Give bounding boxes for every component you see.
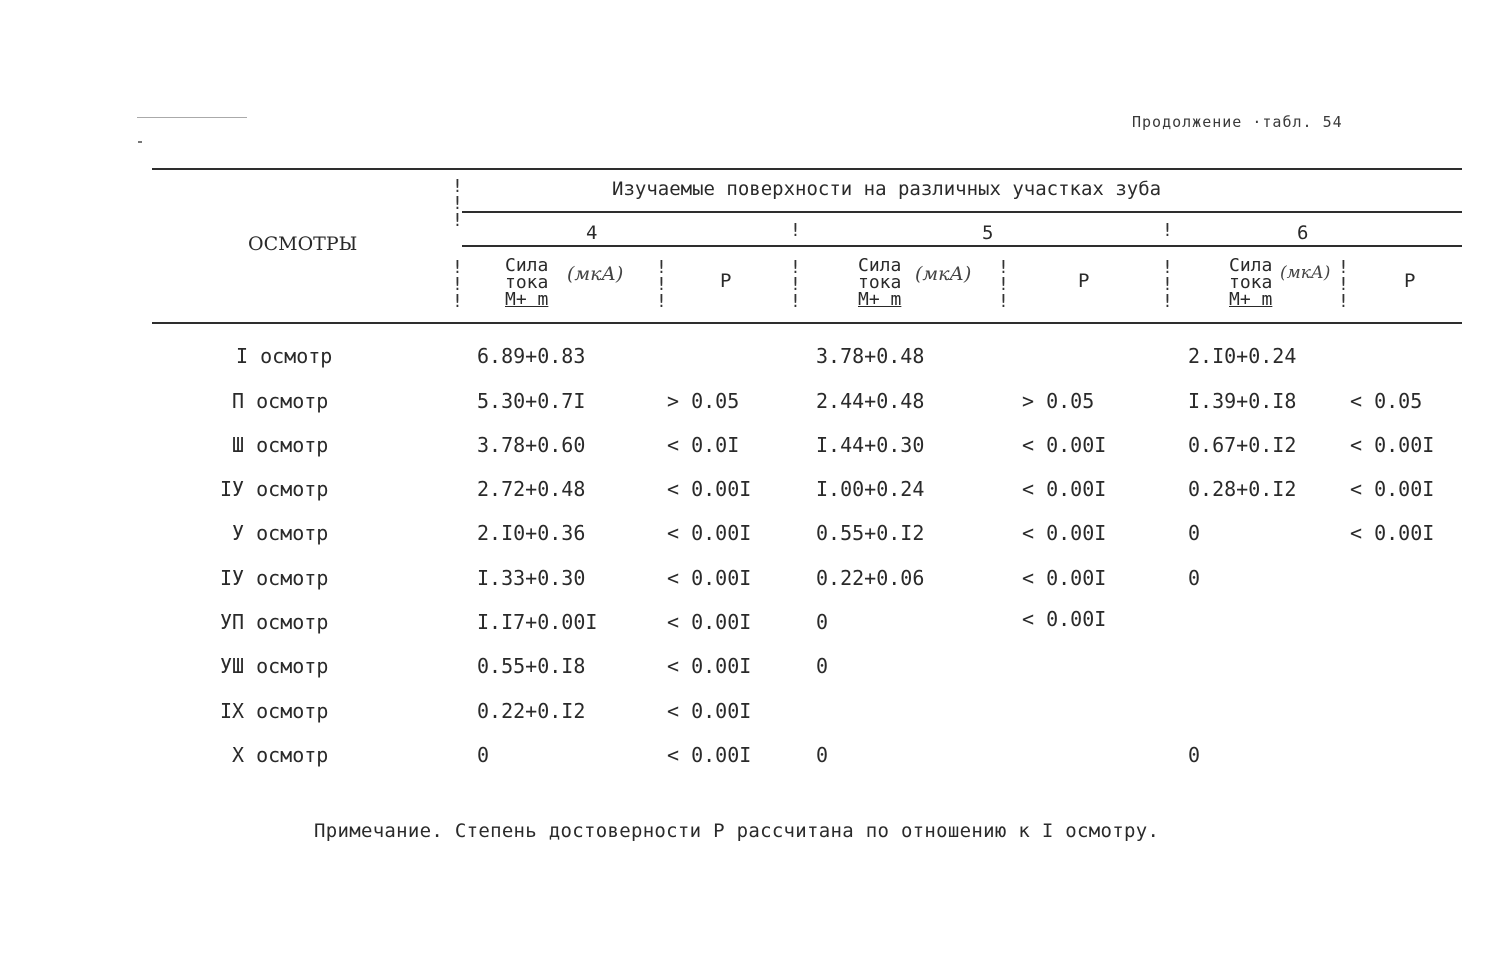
- cell: 0: [816, 654, 829, 678]
- cell: I.39+0.I8: [1188, 389, 1297, 413]
- cell: < 0.00I: [1022, 433, 1107, 457]
- cell: 0: [1188, 743, 1201, 767]
- separator: !: [1162, 220, 1173, 241]
- separator: !!!: [998, 257, 1009, 312]
- group-title-rule: [462, 211, 1462, 213]
- cell: < 0.00I: [1350, 521, 1435, 545]
- cell: 3.78+0.48: [816, 344, 925, 368]
- header-bottom-rule: [152, 322, 1462, 324]
- cell: < 0.00I: [1350, 477, 1435, 501]
- row-header: ОСМОТРЫ: [248, 233, 358, 255]
- table-note: Примечание. Степень достоверности P расс…: [314, 820, 1160, 842]
- group-number-rule: [462, 245, 1462, 247]
- separator: !!!: [656, 257, 667, 312]
- cell: 0: [1188, 521, 1201, 545]
- separator: !: [790, 220, 801, 241]
- group-number-5: 5: [982, 222, 994, 244]
- scan-mark: [137, 117, 247, 118]
- cell: 2.I0+0.24: [1188, 344, 1297, 368]
- cell: 0.22+0.06: [816, 566, 925, 590]
- row-label: УШ осмотр: [220, 654, 329, 678]
- p-header-6: P: [1404, 270, 1416, 292]
- cell: 6.89+0.83: [477, 344, 586, 368]
- cell: < 0.00I: [667, 654, 752, 678]
- cell: 0.55+0.I8: [477, 654, 586, 678]
- cell: < 0.00I: [667, 610, 752, 634]
- row-label: IX осмотр: [220, 699, 329, 723]
- cell: 0.55+0.I2: [816, 521, 925, 545]
- row-label: Ш осмотр: [232, 433, 329, 457]
- cell: 2.72+0.48: [477, 477, 586, 501]
- unit-label-4: (мкА): [567, 263, 624, 285]
- separator: !!!: [1162, 257, 1173, 312]
- table-top-rule: [152, 168, 1462, 170]
- cell: < 0.00I: [1022, 521, 1107, 545]
- cell: 2.44+0.48: [816, 389, 925, 413]
- scan-dot: [138, 141, 142, 143]
- separator: !!!: [1338, 257, 1349, 312]
- cell: < 0.05: [1350, 389, 1423, 413]
- row-label: У осмотр: [232, 521, 329, 545]
- cell: < 0.00I: [1022, 566, 1107, 590]
- cell: I.I7+0.00I: [477, 610, 598, 634]
- row-label: П осмотр: [232, 389, 329, 413]
- unit-label-5: (мкА): [915, 263, 972, 285]
- row-label: X осмотр: [232, 743, 329, 767]
- cell: < 0.00I: [667, 521, 752, 545]
- unit-label-6: (мкА): [1280, 263, 1331, 283]
- cell: 0.28+0.I2: [1188, 477, 1297, 501]
- separator: !!!: [452, 257, 463, 312]
- row-label: IУ осмотр: [220, 477, 329, 501]
- cell: 0.22+0.I2: [477, 699, 586, 723]
- cell: I.33+0.30: [477, 566, 586, 590]
- cell: < 0.00I: [1022, 477, 1107, 501]
- cell: < 0.00I: [667, 699, 752, 723]
- cell: 0: [1188, 566, 1201, 590]
- p-header-4: P: [720, 270, 732, 292]
- p-header-5: P: [1078, 270, 1090, 292]
- value-header-6: Сила тока M+ m: [1229, 255, 1273, 310]
- group-number-6: 6: [1297, 222, 1309, 244]
- cell: 0.67+0.I2: [1188, 433, 1297, 457]
- separator: !!!: [790, 257, 801, 312]
- continuation-label: Продолжение ·табл. 54: [1132, 113, 1343, 131]
- cell: 0: [816, 743, 829, 767]
- cell: < 0.00I: [667, 566, 752, 590]
- separator: !!!: [452, 176, 463, 231]
- cell: I.44+0.30: [816, 433, 925, 457]
- cell: 5.30+0.7I: [477, 389, 586, 413]
- cell: 0: [816, 610, 829, 634]
- cell: < 0.0I: [667, 433, 740, 457]
- row-label: IУ осмотр: [220, 566, 329, 590]
- value-header-4: Сила тока M+ m: [505, 255, 549, 310]
- cell: < 0.00I: [1350, 433, 1435, 457]
- cell: > 0.05: [1022, 389, 1095, 413]
- value-header-5: Сила тока M+ m: [858, 255, 902, 310]
- group-title: Изучаемые поверхности на различных участ…: [612, 178, 1162, 200]
- cell: > 0.05: [667, 389, 740, 413]
- cell: < 0.00I: [667, 477, 752, 501]
- row-label: I осмотр: [236, 344, 333, 368]
- cell: < 0.00I: [667, 743, 752, 767]
- cell: < 0.00I: [1022, 607, 1107, 631]
- cell: 0: [477, 743, 490, 767]
- cell: 2.I0+0.36: [477, 521, 586, 545]
- cell: 3.78+0.60: [477, 433, 586, 457]
- cell: I.00+0.24: [816, 477, 925, 501]
- group-number-4: 4: [586, 222, 598, 244]
- row-label: УП осмотр: [220, 610, 329, 634]
